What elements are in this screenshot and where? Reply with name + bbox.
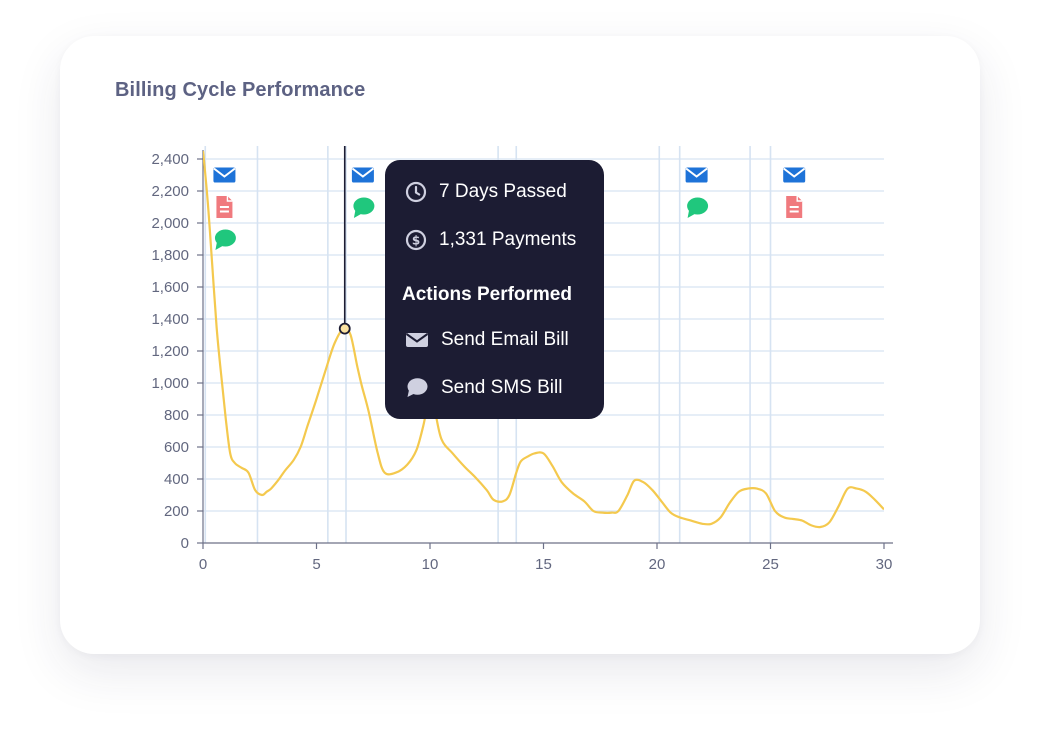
y-tick-label: 2,400 — [151, 151, 189, 168]
x-tick-label: 20 — [649, 556, 666, 573]
chat-icon — [407, 378, 428, 397]
highlight-group — [338, 146, 351, 335]
y-tick-label: 1,000 — [151, 375, 189, 392]
y-axis-ticks: 0 200 400 600 800 1,000 1,200 1,400 1,600 1,800 2,… — [151, 151, 203, 552]
tooltip-days-row: 7 Days Passed — [405, 181, 567, 203]
tooltip-action-email-label: Send Email Bill — [441, 329, 569, 350]
mail-icon — [405, 333, 429, 347]
series-group — [203, 150, 884, 529]
y-tick-label: 2,000 — [151, 215, 189, 232]
tooltip-days: 7 Days Passed — [439, 181, 567, 202]
x-axis-ticks: 0 5 10 15 20 25 30 — [199, 543, 893, 573]
y-tick-label: 800 — [164, 407, 189, 424]
svg-text:$: $ — [412, 234, 420, 248]
tooltip-heading: Actions Performed — [402, 284, 572, 305]
event-icons — [213, 167, 806, 250]
tooltip-action-sms-label: Send SMS Bill — [441, 377, 563, 398]
mail-icon — [783, 167, 806, 183]
x-tick-label: 5 — [312, 556, 320, 573]
y-tick-label: 1,200 — [151, 343, 189, 360]
document-icon — [216, 196, 233, 218]
x-tick-label: 15 — [535, 556, 552, 573]
dollar-icon: $ — [405, 229, 427, 251]
highlight-point — [338, 322, 351, 335]
tooltip: 7 Days Passed $ 1,331 Payments Actions P… — [385, 160, 604, 419]
series-line — [203, 150, 884, 529]
chart-title: Billing Cycle Performance — [115, 79, 366, 101]
y-tick-label: 1,600 — [151, 279, 189, 296]
y-tick-label: 1,400 — [151, 311, 189, 328]
y-tick-label: 200 — [164, 503, 189, 520]
chat-icon — [214, 229, 236, 250]
y-tick-label: 1,800 — [151, 247, 189, 264]
x-tick-label: 30 — [876, 556, 893, 573]
tooltip-payments: 1,331 Payments — [439, 229, 577, 250]
y-tick-label: 2,200 — [151, 183, 189, 200]
tooltip-payments-row: $ 1,331 Payments — [405, 229, 576, 251]
x-tick-label: 25 — [762, 556, 779, 573]
x-tick-label: 10 — [422, 556, 439, 573]
y-tick-label: 600 — [164, 439, 189, 456]
mail-icon — [685, 167, 708, 183]
axes — [202, 150, 893, 544]
x-tick-label: 0 — [199, 556, 207, 573]
y-tick-label: 0 — [181, 535, 189, 552]
tooltip-action-email: Send Email Bill — [405, 329, 569, 351]
mail-icon — [213, 167, 236, 183]
mail-icon — [351, 167, 375, 183]
y-tick-label: 400 — [164, 471, 189, 488]
document-icon — [786, 196, 803, 218]
tooltip-action-sms: Send SMS Bill — [405, 377, 562, 399]
chat-icon — [353, 197, 375, 218]
clock-icon — [405, 181, 427, 203]
chat-icon — [687, 197, 709, 218]
